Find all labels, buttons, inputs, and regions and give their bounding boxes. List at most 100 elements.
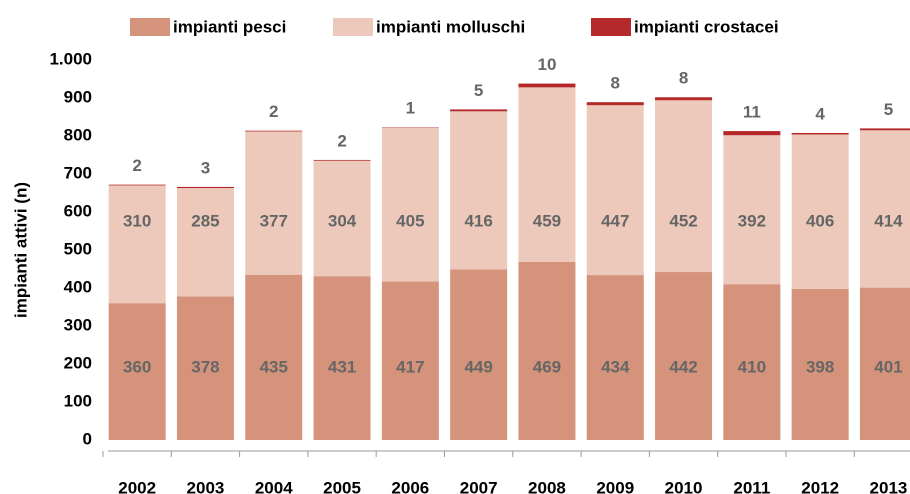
bar-segment xyxy=(723,131,781,136)
value-label: 434 xyxy=(601,357,630,376)
bar-segment xyxy=(586,105,644,276)
value-label: 4 xyxy=(815,104,825,123)
bar-segment xyxy=(450,109,508,112)
bar-segment xyxy=(518,83,576,88)
value-label: 11 xyxy=(743,103,761,122)
x-tick-label: 2006 xyxy=(391,478,429,494)
legend-label: impianti pesci xyxy=(173,17,286,36)
value-label: 398 xyxy=(806,357,834,376)
x-tick-label: 2010 xyxy=(665,478,703,494)
bar-segment xyxy=(859,287,910,440)
value-label: 8 xyxy=(679,69,688,88)
bar-segment xyxy=(859,130,910,288)
bar-segment xyxy=(655,100,713,273)
value-label: 377 xyxy=(260,211,288,230)
value-label: 378 xyxy=(191,357,219,376)
value-label: 8 xyxy=(611,74,620,93)
bar-segment xyxy=(791,132,849,135)
value-label: 417 xyxy=(396,357,424,376)
bar-segment xyxy=(791,134,849,289)
bar-segment xyxy=(381,281,439,440)
bar-segment xyxy=(313,160,371,277)
y-tick-label: 600 xyxy=(64,201,92,220)
y-tick-label: 200 xyxy=(64,353,92,372)
value-label: 405 xyxy=(396,211,424,230)
bar-segment xyxy=(313,276,371,440)
legend-swatch xyxy=(130,18,170,36)
y-tick-label: 300 xyxy=(64,315,92,334)
value-label: 10 xyxy=(537,55,556,74)
bar-segment xyxy=(791,288,849,440)
bar-segment xyxy=(245,130,303,132)
legend-label: impianti crostacei xyxy=(634,17,779,36)
legend-swatch xyxy=(591,18,631,36)
legend-label: impianti molluschi xyxy=(376,17,525,36)
y-tick-label: 0 xyxy=(83,429,92,448)
value-label: 285 xyxy=(191,211,219,230)
value-label: 447 xyxy=(601,211,629,230)
value-label: 435 xyxy=(260,357,288,376)
y-tick-label: 100 xyxy=(64,391,92,410)
x-tick-label: 2011 xyxy=(733,478,770,494)
bar-segment xyxy=(450,269,508,440)
x-tick-label: 2009 xyxy=(596,478,634,494)
bar-segment xyxy=(518,261,576,440)
value-label: 406 xyxy=(806,211,834,230)
value-label: 304 xyxy=(328,211,357,230)
y-tick-label: 700 xyxy=(64,163,92,182)
bar-segment xyxy=(245,274,303,440)
value-label: 401 xyxy=(874,357,902,376)
x-tick-label: 2007 xyxy=(460,478,498,494)
y-axis-label: impianti attivi (n) xyxy=(11,182,30,318)
bar-segment xyxy=(176,296,234,440)
x-tick-label: 2012 xyxy=(801,478,839,494)
value-label: 5 xyxy=(884,100,893,119)
value-label: 414 xyxy=(874,211,903,230)
legend-swatch xyxy=(333,18,373,36)
bar-segment xyxy=(723,135,781,285)
value-label: 449 xyxy=(464,357,492,376)
x-tick-label: 2008 xyxy=(528,478,566,494)
bar-segment xyxy=(108,303,166,440)
value-label: 469 xyxy=(533,357,561,376)
bar-segment xyxy=(108,184,166,186)
bar-segment xyxy=(313,159,371,161)
value-label: 410 xyxy=(738,357,766,376)
bar-segment xyxy=(518,87,576,262)
value-label: 459 xyxy=(533,211,561,230)
value-label: 2 xyxy=(269,102,278,121)
y-tick-label: 800 xyxy=(64,125,92,144)
value-label: 442 xyxy=(669,357,697,376)
value-label: 2 xyxy=(132,156,141,175)
bar-segment xyxy=(176,188,234,297)
bar-segment xyxy=(381,127,439,282)
x-tick-label: 2013 xyxy=(870,478,908,494)
bar-segment xyxy=(723,284,781,440)
bar-segment xyxy=(586,275,644,440)
x-tick-label: 2003 xyxy=(187,478,225,494)
value-label: 452 xyxy=(669,211,697,230)
y-tick-label: 1.000 xyxy=(49,49,92,68)
bar-segment xyxy=(176,186,234,189)
value-label: 5 xyxy=(474,81,483,100)
bar-segment xyxy=(859,128,910,131)
value-label: 2 xyxy=(337,131,346,150)
bar-segment xyxy=(108,185,166,304)
bar-segment xyxy=(586,102,644,106)
x-tick-label: 2002 xyxy=(118,478,156,494)
bar-segment xyxy=(245,131,303,275)
y-tick-label: 900 xyxy=(64,87,92,106)
value-label: 431 xyxy=(328,357,356,376)
value-label: 1 xyxy=(406,99,415,118)
x-tick-label: 2004 xyxy=(255,478,293,494)
value-label: 392 xyxy=(738,211,766,230)
bar-segment xyxy=(655,272,713,440)
y-tick-label: 400 xyxy=(64,277,92,296)
value-label: 3 xyxy=(201,158,210,177)
bar-segment xyxy=(450,111,508,270)
y-tick-label: 500 xyxy=(64,239,92,258)
value-label: 416 xyxy=(464,211,492,230)
bar-segment xyxy=(655,97,713,101)
value-label: 310 xyxy=(123,211,151,230)
